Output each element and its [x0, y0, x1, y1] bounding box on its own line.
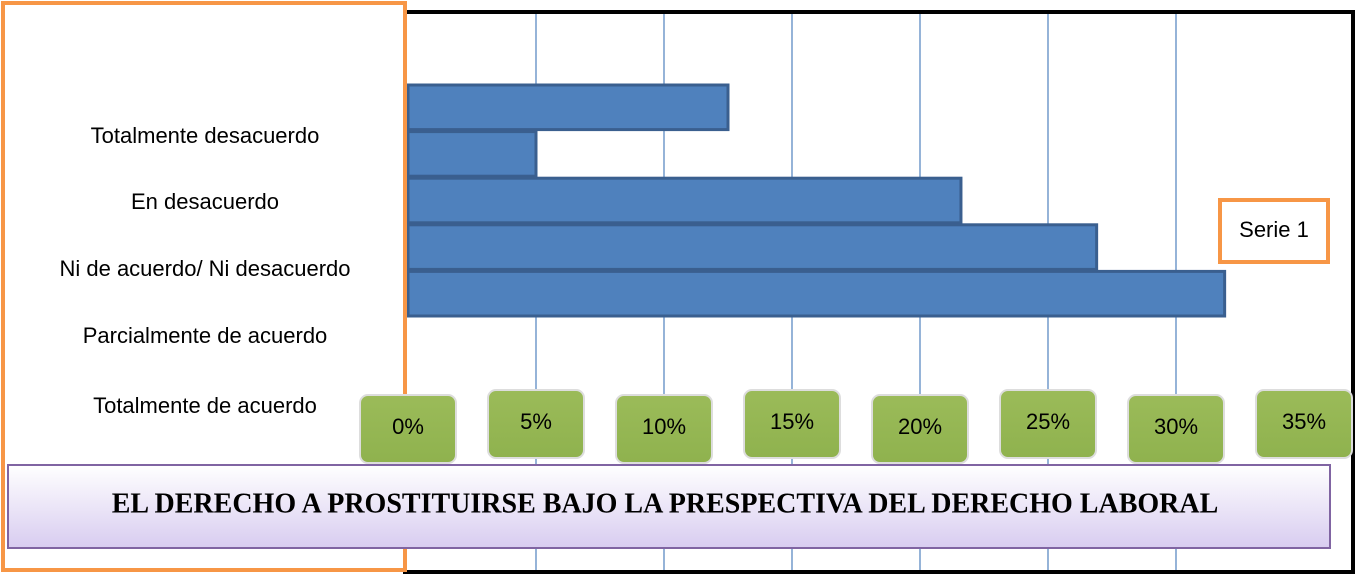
x-tick-label: 25%: [1026, 409, 1070, 434]
x-tick-label: 5%: [520, 409, 552, 434]
category-labels: Totalmente desacuerdo En desacuerdo Ni de …: [59, 123, 350, 418]
category-box: [1, 1, 407, 572]
x-tick-label: 20%: [898, 414, 942, 439]
tick-box: [359, 394, 457, 464]
tick-box: [999, 389, 1097, 459]
tick-box: [743, 389, 841, 459]
chart-title: EL DERECHO A PROSTITUIRSE BAJO LA PRESPE…: [112, 488, 1219, 519]
x-tick-label: 10%: [642, 414, 686, 439]
tick-box: [615, 394, 713, 464]
tick-box: [1127, 394, 1225, 464]
legend-label: Serie 1: [1239, 217, 1309, 242]
bar: [406, 176, 963, 225]
y-tick-label: Ni de acuerdo/ Ni desacuerdo: [59, 256, 350, 281]
y-tick-label: Totalmente de acuerdo: [93, 393, 317, 418]
x-tick-label: 30%: [1154, 414, 1198, 439]
bars: [406, 83, 1227, 318]
tick-box: [1255, 389, 1353, 459]
bar: [406, 83, 730, 132]
bar: [406, 130, 538, 178]
y-tick-label: En desacuerdo: [131, 189, 279, 214]
x-tick-label: 0%: [392, 414, 424, 439]
tick-labels: 0% 5% 10% 15% 20% 25% 30% 35%: [359, 389, 1353, 464]
bar: [406, 223, 1099, 271]
legend-box: [1218, 198, 1330, 264]
bar: [406, 269, 1227, 318]
title-box: [7, 464, 1331, 549]
y-tick-label: Totalmente desacuerdo: [91, 123, 320, 148]
tick-box: [487, 389, 585, 459]
y-tick-label: Parcialmente de acuerdo: [83, 323, 328, 348]
x-tick-label: 35%: [1282, 409, 1326, 434]
tick-box: [871, 394, 969, 464]
x-tick-label: 15%: [770, 409, 814, 434]
